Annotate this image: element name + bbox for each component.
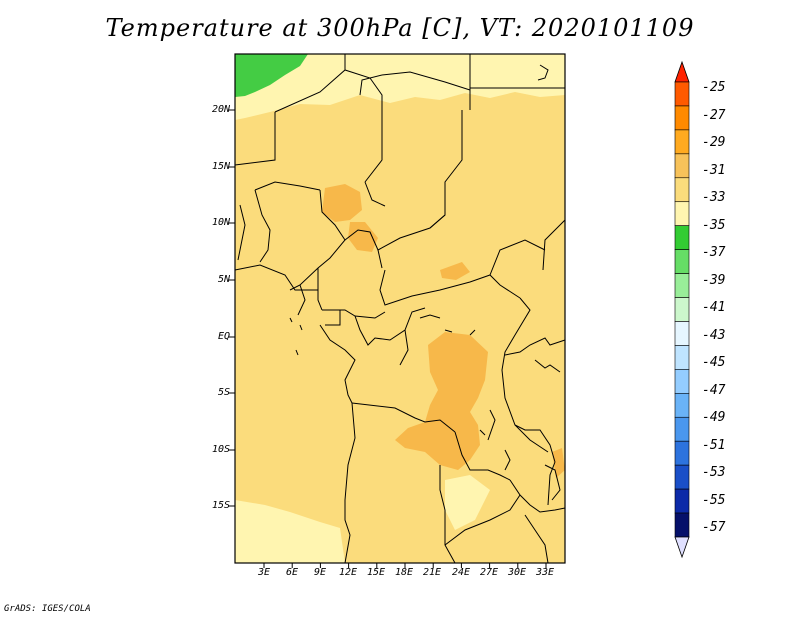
colorbar-swatch [674,273,690,298]
lon-label-6e: 6E [285,567,299,578]
colorbar-label: -25 [702,80,726,95]
colorbar-swatch [674,464,690,490]
colorbar-label: -43 [702,328,726,343]
colorbar-label: -31 [702,163,726,178]
colorbar-label: -51 [702,438,726,453]
lon-label-9e: 9E [313,567,327,578]
colorbar-swatch [674,321,690,346]
axis-ticks [229,109,547,568]
lat-label-15s: 15S [211,500,230,511]
colorbar-swatch [674,105,690,131]
colorbar-label: -35 [702,218,726,233]
colorbar-label: -47 [702,383,726,398]
temperature-field [235,54,565,563]
colorbar-label: -27 [702,108,726,123]
field-band-warm-car [440,262,470,280]
field-band-light-north [235,54,565,120]
lat-label-5s: 5S [217,387,230,398]
lat-label-15n: 15N [211,161,230,172]
colorbar-swatch [674,393,690,418]
colorbar-swatch [674,488,690,514]
lon-label-33e: 33E [535,567,555,578]
chart-title: Temperature at 300hPa [C], VT: 202010110… [105,14,695,42]
colorbar-swatch [674,225,690,250]
credit-text: GrADS: IGES/COLA [4,604,91,614]
lat-label-eq: EQ [217,331,230,342]
colorbar-swatch [674,416,690,442]
lon-label-12e: 12E [338,567,358,578]
colorbar-label: -33 [702,190,726,205]
field-band-warm-cameroon [348,222,378,252]
colorbar-swatch [674,201,690,226]
field-band-warm-nigeria [322,184,362,222]
lat-label-10s: 10S [211,444,230,455]
colorbar-label: -55 [702,493,726,508]
colorbar-bottom-arrow [674,536,690,559]
field-band-light-south [235,500,345,563]
lon-label-15e: 15E [366,567,386,578]
lon-label-18e: 18E [394,567,414,578]
colorbar-swatch [674,440,690,466]
colorbar-swatch [674,81,690,107]
colorbar-swatch [674,297,690,322]
colorbar-label: -29 [702,135,726,150]
colorbar-swatch [674,512,690,538]
colorbar-label: -53 [702,465,726,480]
country-borders [234,54,566,564]
colorbar-swatch [674,369,690,394]
lon-label-24e: 24E [451,567,471,578]
colorbar-label: -41 [702,300,726,315]
field-band-warm-congo [395,332,488,470]
lon-label-21e: 21E [422,567,442,578]
colorbar-swatch [674,249,690,274]
colorbar-label: -57 [702,520,726,535]
field-band-green-northwest [235,54,308,97]
lon-label-3e: 3E [257,567,271,578]
colorbar-top-arrow [674,60,690,83]
colorbar-swatch [674,129,690,155]
lon-label-30e: 30E [507,567,527,578]
colorbar-label: -37 [702,245,726,260]
lat-label-20n: 20N [211,104,230,115]
colorbar-swatch [674,345,690,370]
colorbar-label: -45 [702,355,726,370]
colorbar-label: -39 [702,273,726,288]
colorbar-label: -49 [702,410,726,425]
map-frame [234,53,566,564]
lat-label-5n: 5N [217,274,230,285]
lon-label-27e: 27E [479,567,499,578]
colorbar-swatch [674,177,690,203]
colorbar-swatch [674,153,690,179]
lat-label-10n: 10N [211,217,230,228]
colorbar [674,60,690,559]
field-band-light-southeast [445,475,490,530]
